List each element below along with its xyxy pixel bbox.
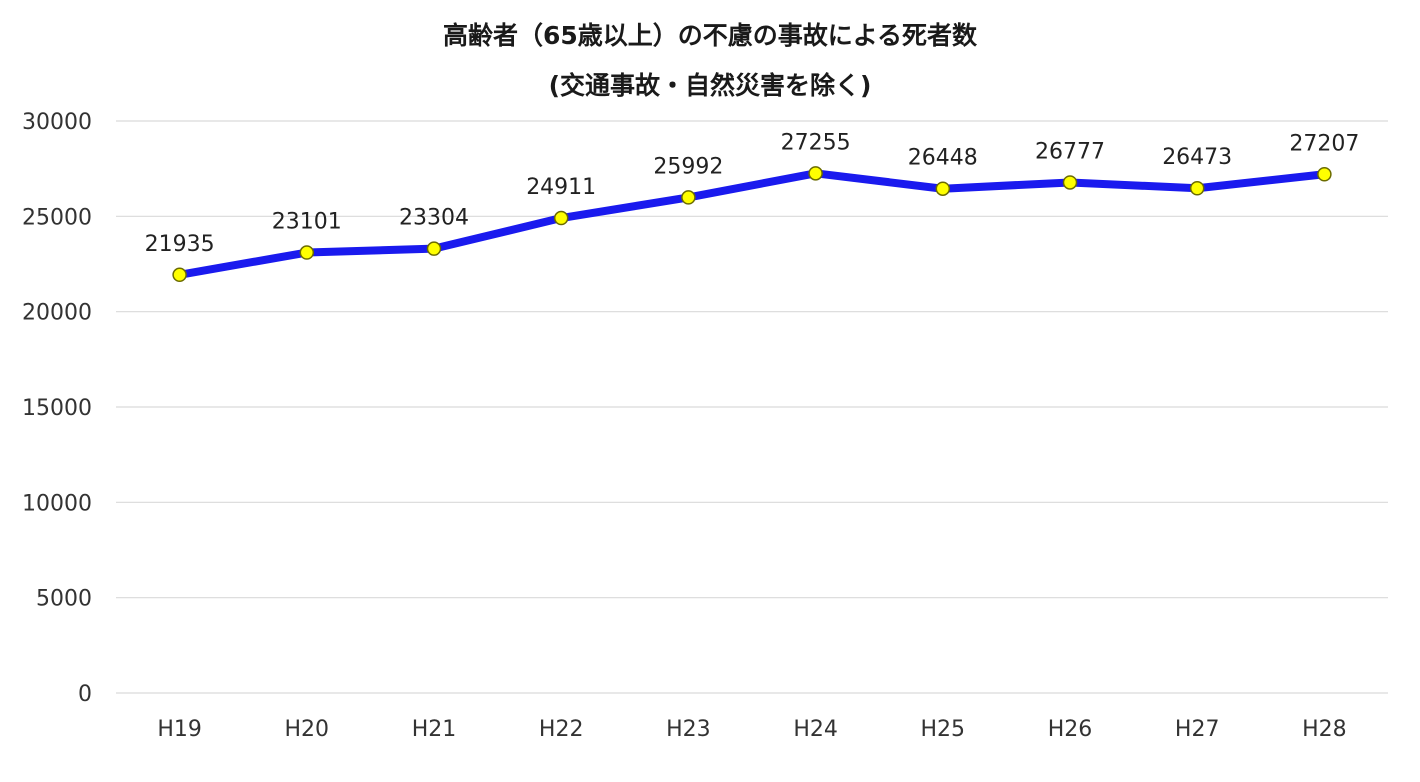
data-point <box>935 181 951 196</box>
y-tick-label: 0 <box>78 682 92 707</box>
y-tick-label: 30000 <box>22 110 92 135</box>
data-point <box>299 245 315 260</box>
data-label: 27207 <box>1289 131 1359 156</box>
x-tick-label: H19 <box>157 717 202 742</box>
y-tick-label: 25000 <box>22 205 92 230</box>
data-point <box>1189 180 1205 196</box>
x-tick-label: H27 <box>1175 717 1220 742</box>
data-point <box>808 166 823 181</box>
chart-subtitle: (交通事故・自然災害を除く) <box>548 71 872 100</box>
data-label: 23101 <box>272 210 342 235</box>
data-point <box>681 190 696 205</box>
x-tick-label: H26 <box>1048 717 1093 742</box>
x-tick-label: H24 <box>793 717 838 742</box>
data-point <box>553 210 569 226</box>
data-label: 23304 <box>399 206 469 231</box>
data-point <box>1062 175 1078 190</box>
data-label: 26777 <box>1035 139 1105 164</box>
data-label: 25992 <box>653 154 723 179</box>
data-label: 21935 <box>145 232 215 257</box>
series-line <box>175 169 1329 279</box>
data-label: 27255 <box>781 130 851 155</box>
chart-title: 高齢者（65歳以上）の不慮の事故による死者数 <box>442 21 978 50</box>
data-point <box>1317 167 1332 182</box>
x-tick-label: H21 <box>412 717 457 742</box>
data-label: 26448 <box>908 146 978 171</box>
y-tick-label: 20000 <box>22 301 92 326</box>
y-tick-label: 15000 <box>22 396 92 421</box>
x-tick-label: H23 <box>666 717 711 742</box>
y-tick-label: 5000 <box>36 587 92 612</box>
data-label: 24911 <box>526 175 596 200</box>
data-label: 26473 <box>1162 145 1232 170</box>
x-tick-label: H22 <box>539 717 584 742</box>
data-point <box>426 241 442 256</box>
x-tick-label: H28 <box>1302 717 1347 742</box>
y-tick-label: 10000 <box>22 491 92 516</box>
x-tick-label: H25 <box>921 717 966 742</box>
data-point <box>172 267 187 283</box>
x-tick-label: H20 <box>285 717 330 742</box>
